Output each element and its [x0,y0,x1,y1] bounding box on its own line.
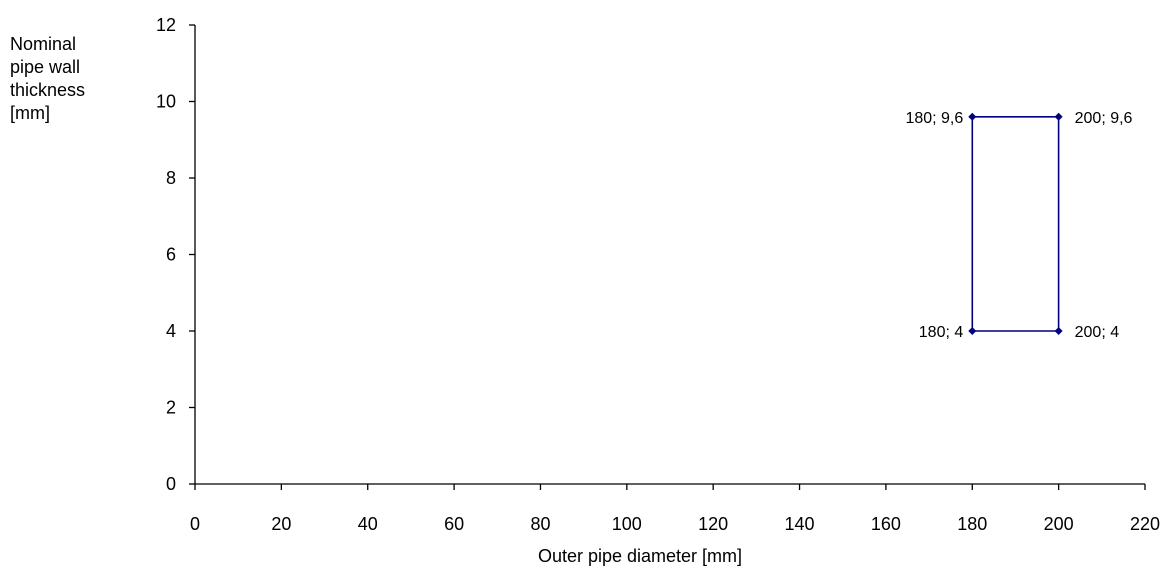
series-line [971,116,1060,332]
x-tick-label: 0 [190,514,200,534]
x-tick-label: 200 [1044,514,1074,534]
data-point-marker [1054,327,1063,335]
y-tick-label: 4 [166,321,176,341]
x-tick-label: 80 [530,514,550,534]
y-tick-label: 12 [156,15,176,35]
y-axis-title-line: pipe wall [10,57,80,77]
y-axis-title: Nominal pipe wall thickness [mm] [10,34,85,123]
data-point-label: 200; 9,6 [1075,110,1133,127]
data-point-marker [1054,112,1063,121]
y-axis-title-line: thickness [10,80,85,100]
x-tick-label: 20 [271,514,291,534]
ticks: 0 20 40 60 80 100 120 140 160 180 200 220 0 2 4 6 8 10 12 [156,15,1160,534]
data-point-label: 180; 4 [919,324,964,341]
x-tick-label: 100 [612,514,642,534]
y-tick-label: 0 [166,474,176,494]
x-tick-label: 160 [871,514,901,534]
y-tick-label: 2 [166,398,176,418]
x-tick-label: 40 [358,514,378,534]
y-tick-label: 8 [166,168,176,188]
x-tick-label: 120 [698,514,728,534]
data-point-label: 180; 9,6 [905,110,963,127]
data-point-marker [968,112,977,121]
x-tick-label: 180 [957,514,987,534]
y-axis-title-line: [mm] [10,103,50,123]
y-tick-label: 6 [166,245,176,265]
y-axis-title-line: Nominal [10,34,76,54]
x-tick-label: 60 [444,514,464,534]
data-point-marker [968,327,977,335]
data-point-label: 200; 4 [1075,324,1120,341]
x-axis-title: Outer pipe diameter [mm] [538,546,742,566]
y-tick-label: 10 [156,92,176,112]
x-tick-label: 220 [1130,514,1160,534]
x-tick-label: 140 [785,514,815,534]
plot-area: 180; 4 180; 9,6 200; 9,6 200; 4 [905,110,1132,341]
